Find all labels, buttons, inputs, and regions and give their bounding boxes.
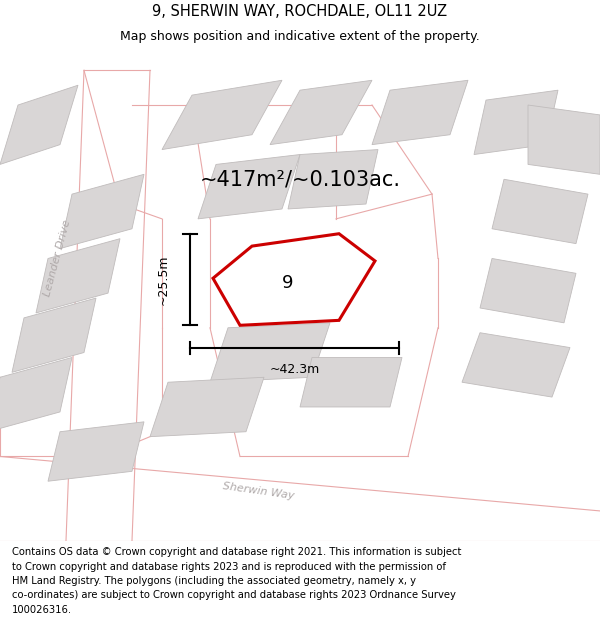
- Text: co-ordinates) are subject to Crown copyright and database rights 2023 Ordnance S: co-ordinates) are subject to Crown copyr…: [12, 591, 456, 601]
- Polygon shape: [288, 149, 378, 209]
- Polygon shape: [492, 179, 588, 244]
- Text: Sherwin Way: Sherwin Way: [221, 481, 295, 501]
- Polygon shape: [0, 85, 78, 164]
- Polygon shape: [198, 154, 300, 219]
- Text: HM Land Registry. The polygons (including the associated geometry, namely x, y: HM Land Registry. The polygons (includin…: [12, 576, 416, 586]
- Text: Map shows position and indicative extent of the property.: Map shows position and indicative extent…: [120, 30, 480, 43]
- Polygon shape: [474, 90, 558, 154]
- Polygon shape: [528, 105, 600, 174]
- Polygon shape: [480, 259, 576, 323]
- Polygon shape: [270, 80, 372, 144]
- Text: ~417m²/~0.103ac.: ~417m²/~0.103ac.: [199, 169, 401, 189]
- Text: to Crown copyright and database rights 2023 and is reproduced with the permissio: to Crown copyright and database rights 2…: [12, 562, 446, 572]
- Polygon shape: [0, 357, 72, 432]
- Text: 100026316.: 100026316.: [12, 605, 72, 615]
- Polygon shape: [300, 357, 402, 407]
- Text: ~42.3m: ~42.3m: [269, 363, 320, 376]
- Text: Contains OS data © Crown copyright and database right 2021. This information is : Contains OS data © Crown copyright and d…: [12, 548, 461, 558]
- Text: 9: 9: [282, 274, 294, 292]
- Polygon shape: [60, 174, 144, 249]
- Polygon shape: [210, 323, 330, 382]
- Polygon shape: [150, 378, 264, 437]
- Text: ~25.5m: ~25.5m: [157, 254, 170, 305]
- Polygon shape: [36, 239, 120, 313]
- Polygon shape: [372, 80, 468, 144]
- Polygon shape: [12, 298, 96, 372]
- Polygon shape: [162, 80, 282, 149]
- Polygon shape: [462, 332, 570, 397]
- Text: 9, SHERWIN WAY, ROCHDALE, OL11 2UZ: 9, SHERWIN WAY, ROCHDALE, OL11 2UZ: [152, 4, 448, 19]
- Text: Leander Drive: Leander Drive: [42, 219, 72, 298]
- Polygon shape: [213, 234, 375, 325]
- Polygon shape: [48, 422, 144, 481]
